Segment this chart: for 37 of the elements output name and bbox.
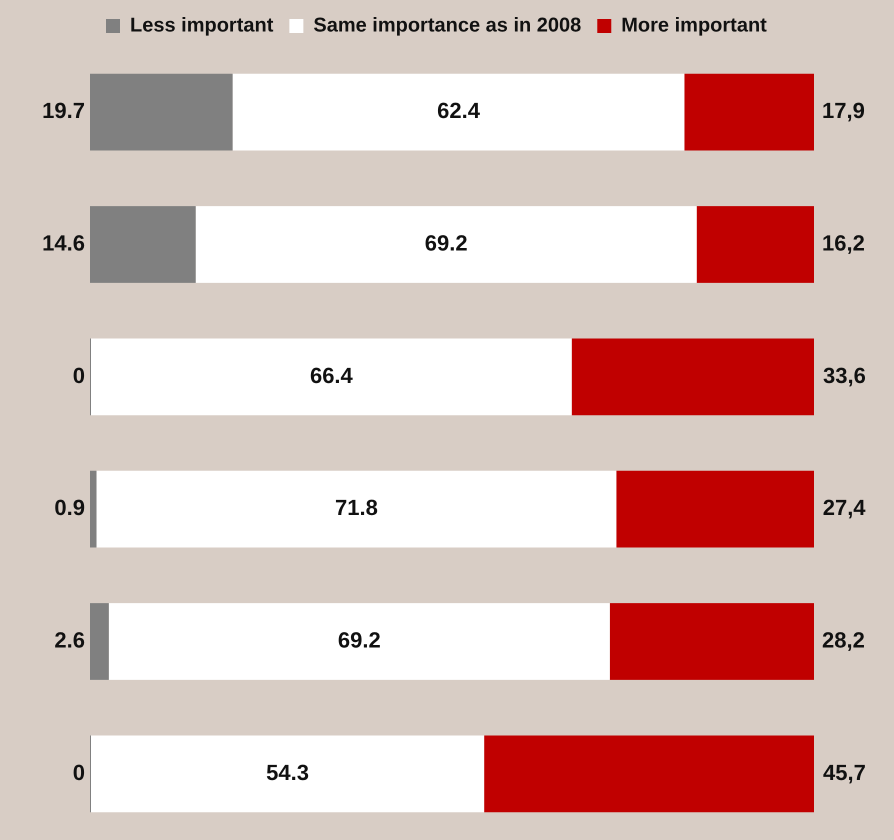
bar (91, 735, 484, 812)
data-label: 17,9 (822, 98, 865, 124)
bar (484, 735, 814, 812)
bar (90, 206, 196, 283)
legend-label: More important (621, 14, 768, 37)
data-label: 62.4 (437, 98, 481, 124)
bar (196, 206, 697, 283)
bar (91, 338, 572, 416)
data-label: 14.6 (42, 230, 85, 256)
data-label: 66.4 (310, 362, 354, 388)
bar (572, 338, 814, 416)
legend-label: Less important (130, 14, 274, 37)
bar (90, 470, 97, 548)
data-label: 69.2 (424, 230, 468, 256)
bar (232, 74, 684, 151)
data-label: 19.7 (42, 98, 85, 124)
bar (90, 74, 233, 151)
data-label: 0 (72, 362, 85, 388)
data-label: 2.6 (54, 628, 85, 653)
data-label: 27,4 (822, 495, 866, 520)
data-label: 54.3 (266, 760, 309, 785)
bar (684, 74, 814, 151)
data-label: 33,6 (823, 362, 866, 388)
data-label: 69.2 (338, 628, 381, 653)
legend-label: Same importance as in 2008 (313, 14, 582, 37)
data-label: 45,7 (823, 760, 866, 785)
data-label: 0.9 (54, 495, 85, 520)
data-label: 0 (72, 760, 85, 785)
bar (96, 470, 616, 548)
bar (610, 603, 814, 680)
bar (108, 603, 610, 680)
bar (616, 470, 814, 548)
bar (90, 603, 109, 680)
bar (696, 206, 814, 283)
data-label: 16,2 (822, 230, 865, 256)
data-label: 28,2 (822, 628, 865, 653)
data-label: 71.8 (335, 495, 378, 520)
